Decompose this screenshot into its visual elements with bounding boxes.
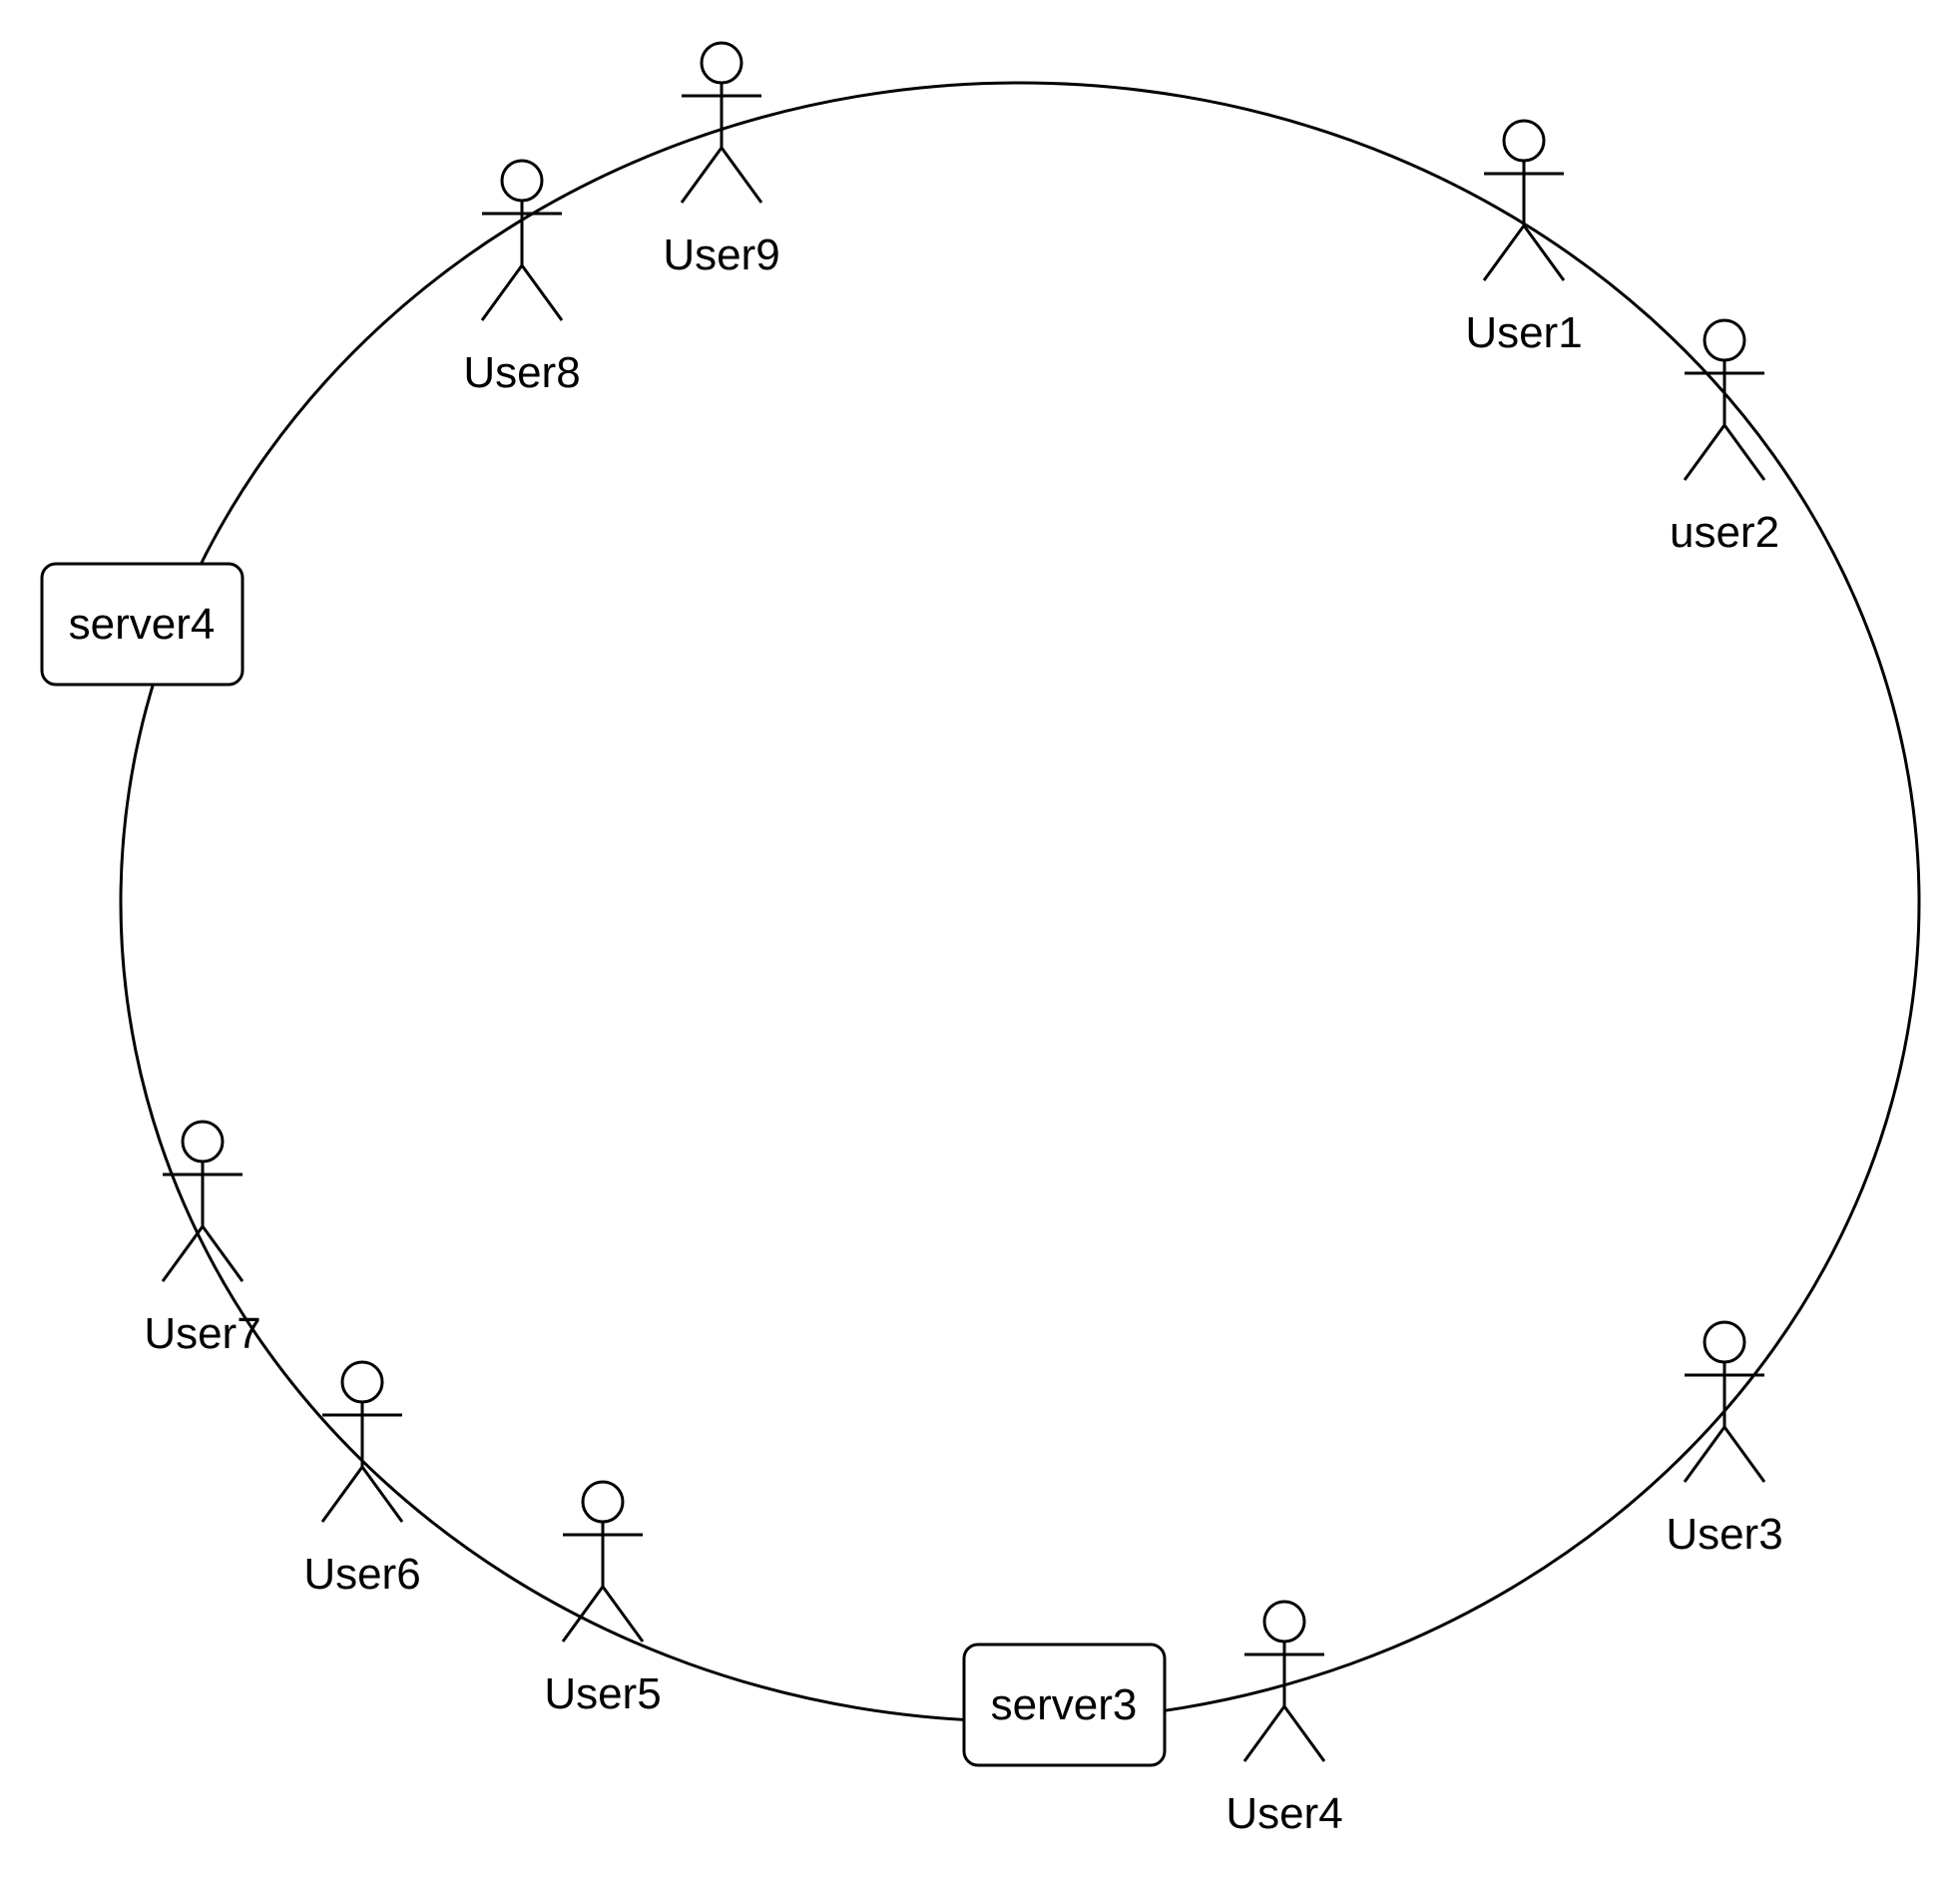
- actor-label-user8: User8: [463, 348, 580, 397]
- actor-head-icon: [700, 41, 743, 85]
- actor-head-icon: [340, 1360, 384, 1404]
- actor-user6[interactable]: User6: [303, 1360, 421, 1599]
- actor-user2[interactable]: user2: [1670, 318, 1779, 557]
- actor-user5[interactable]: User5: [544, 1480, 662, 1718]
- server-box: [40, 562, 245, 687]
- actor-label-user3: User3: [1666, 1510, 1782, 1559]
- actor-head-icon: [1703, 318, 1746, 362]
- actor-head-icon: [1262, 1600, 1306, 1644]
- actor-label-user1: User1: [1465, 308, 1582, 357]
- server-node-server3[interactable]: server3: [962, 1643, 1167, 1767]
- actor-label-user2: user2: [1670, 508, 1779, 557]
- actor-label-user7: User7: [144, 1309, 260, 1358]
- actor-head-icon: [1502, 119, 1546, 163]
- actor-head-icon: [500, 159, 544, 203]
- actor-user7[interactable]: User7: [144, 1120, 261, 1358]
- actor-label-user9: User9: [663, 231, 779, 279]
- actor-user3[interactable]: User3: [1666, 1320, 1783, 1559]
- server-node-server4[interactable]: server4: [40, 562, 245, 687]
- actor-user9[interactable]: User9: [663, 41, 780, 279]
- server-label-server3: server3: [991, 1680, 1138, 1729]
- server-label-server4: server4: [69, 600, 216, 649]
- actor-label-user4: User4: [1225, 1789, 1342, 1838]
- actor-user8[interactable]: User8: [463, 159, 581, 397]
- actor-user4[interactable]: User4: [1225, 1600, 1343, 1838]
- actor-user1[interactable]: User1: [1465, 119, 1583, 357]
- actor-head-icon: [181, 1120, 225, 1164]
- actor-head-icon: [1703, 1320, 1746, 1364]
- hash-ring: [119, 81, 1921, 1723]
- actor-label-user5: User5: [544, 1669, 661, 1718]
- server-box: [962, 1643, 1167, 1767]
- actor-label-user6: User6: [303, 1550, 420, 1599]
- actor-head-icon: [581, 1480, 625, 1524]
